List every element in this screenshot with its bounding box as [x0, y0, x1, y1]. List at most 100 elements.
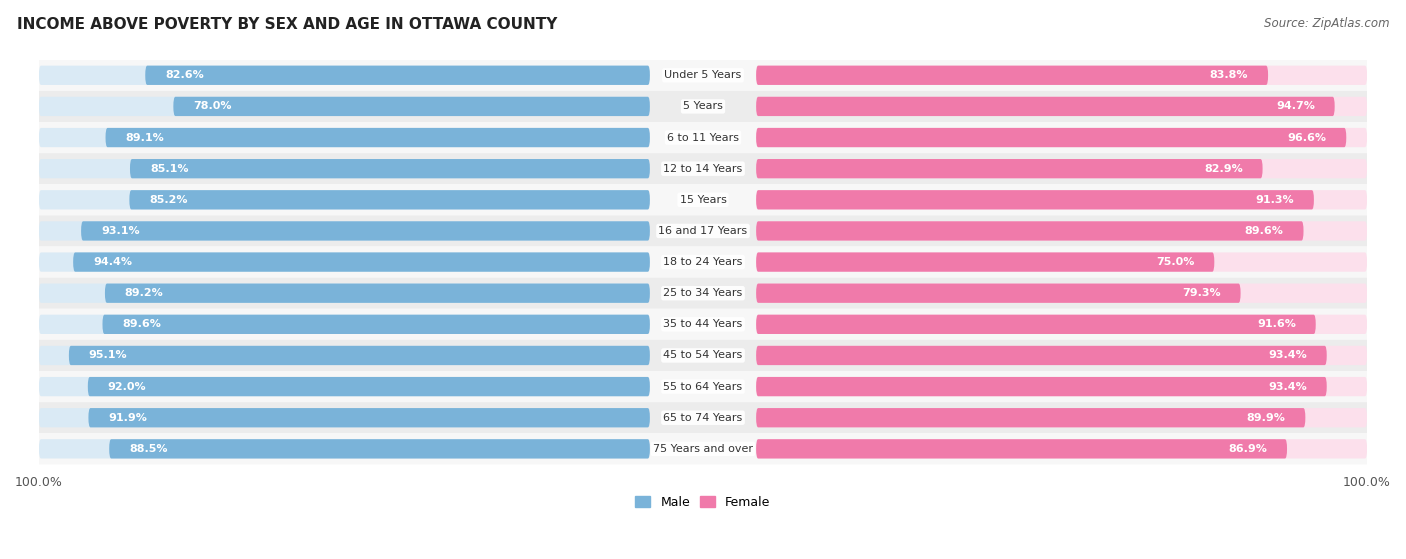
FancyBboxPatch shape — [756, 346, 1327, 365]
Text: INCOME ABOVE POVERTY BY SEX AND AGE IN OTTAWA COUNTY: INCOME ABOVE POVERTY BY SEX AND AGE IN O… — [17, 17, 557, 32]
Text: 85.1%: 85.1% — [150, 164, 188, 174]
FancyBboxPatch shape — [89, 408, 650, 428]
FancyBboxPatch shape — [756, 283, 1240, 303]
Text: 75 Years and over: 75 Years and over — [652, 444, 754, 454]
FancyBboxPatch shape — [87, 377, 650, 396]
FancyBboxPatch shape — [103, 315, 650, 334]
Text: 89.1%: 89.1% — [125, 132, 165, 143]
FancyBboxPatch shape — [39, 215, 1367, 247]
FancyBboxPatch shape — [756, 97, 1367, 116]
FancyBboxPatch shape — [110, 439, 650, 458]
Text: 91.6%: 91.6% — [1257, 319, 1296, 329]
FancyBboxPatch shape — [39, 283, 650, 303]
Text: Under 5 Years: Under 5 Years — [665, 70, 741, 80]
FancyBboxPatch shape — [129, 159, 650, 178]
FancyBboxPatch shape — [39, 340, 1367, 371]
FancyBboxPatch shape — [129, 190, 650, 210]
FancyBboxPatch shape — [756, 408, 1305, 428]
FancyBboxPatch shape — [39, 221, 650, 240]
FancyBboxPatch shape — [173, 97, 650, 116]
Text: 94.7%: 94.7% — [1275, 101, 1315, 111]
Text: 89.6%: 89.6% — [122, 319, 162, 329]
FancyBboxPatch shape — [39, 153, 1367, 184]
FancyBboxPatch shape — [69, 346, 650, 365]
FancyBboxPatch shape — [756, 346, 1367, 365]
FancyBboxPatch shape — [756, 283, 1367, 303]
Text: 96.6%: 96.6% — [1288, 132, 1326, 143]
Text: 93.4%: 93.4% — [1268, 382, 1306, 392]
FancyBboxPatch shape — [39, 97, 650, 116]
Text: 15 Years: 15 Years — [679, 195, 727, 205]
FancyBboxPatch shape — [39, 253, 650, 272]
FancyBboxPatch shape — [82, 221, 650, 240]
FancyBboxPatch shape — [39, 122, 1367, 153]
FancyBboxPatch shape — [39, 190, 650, 210]
Text: 12 to 14 Years: 12 to 14 Years — [664, 164, 742, 174]
FancyBboxPatch shape — [756, 253, 1367, 272]
FancyBboxPatch shape — [756, 439, 1286, 458]
Text: 89.2%: 89.2% — [125, 288, 163, 298]
FancyBboxPatch shape — [39, 278, 1367, 309]
Text: 93.4%: 93.4% — [1268, 350, 1306, 361]
Text: 89.9%: 89.9% — [1247, 413, 1285, 423]
FancyBboxPatch shape — [756, 97, 1334, 116]
FancyBboxPatch shape — [756, 159, 1367, 178]
Text: 92.0%: 92.0% — [108, 382, 146, 392]
Text: 65 to 74 Years: 65 to 74 Years — [664, 413, 742, 423]
Text: 91.3%: 91.3% — [1256, 195, 1294, 205]
Text: 79.3%: 79.3% — [1182, 288, 1220, 298]
FancyBboxPatch shape — [105, 283, 650, 303]
FancyBboxPatch shape — [39, 439, 650, 458]
Text: Source: ZipAtlas.com: Source: ZipAtlas.com — [1264, 17, 1389, 30]
Text: 91.9%: 91.9% — [108, 413, 148, 423]
FancyBboxPatch shape — [39, 159, 650, 178]
FancyBboxPatch shape — [756, 221, 1303, 240]
FancyBboxPatch shape — [756, 128, 1367, 147]
Text: 18 to 24 Years: 18 to 24 Years — [664, 257, 742, 267]
Text: 6 to 11 Years: 6 to 11 Years — [666, 132, 740, 143]
FancyBboxPatch shape — [756, 377, 1367, 396]
Text: 85.2%: 85.2% — [149, 195, 188, 205]
FancyBboxPatch shape — [756, 159, 1263, 178]
Text: 5 Years: 5 Years — [683, 101, 723, 111]
Text: 94.4%: 94.4% — [93, 257, 132, 267]
FancyBboxPatch shape — [39, 371, 1367, 402]
FancyBboxPatch shape — [73, 253, 650, 272]
Text: 55 to 64 Years: 55 to 64 Years — [664, 382, 742, 392]
FancyBboxPatch shape — [756, 190, 1315, 210]
FancyBboxPatch shape — [756, 439, 1367, 458]
FancyBboxPatch shape — [145, 65, 650, 85]
Text: 82.6%: 82.6% — [165, 70, 204, 80]
FancyBboxPatch shape — [39, 315, 650, 334]
FancyBboxPatch shape — [39, 60, 1367, 91]
FancyBboxPatch shape — [756, 377, 1327, 396]
FancyBboxPatch shape — [39, 184, 1367, 215]
Text: 86.9%: 86.9% — [1229, 444, 1267, 454]
Text: 93.1%: 93.1% — [101, 226, 139, 236]
FancyBboxPatch shape — [756, 65, 1367, 85]
FancyBboxPatch shape — [39, 91, 1367, 122]
FancyBboxPatch shape — [39, 128, 650, 147]
Text: 25 to 34 Years: 25 to 34 Years — [664, 288, 742, 298]
FancyBboxPatch shape — [756, 221, 1367, 240]
FancyBboxPatch shape — [39, 346, 650, 365]
Text: 88.5%: 88.5% — [129, 444, 167, 454]
Text: 83.8%: 83.8% — [1209, 70, 1249, 80]
Text: 89.6%: 89.6% — [1244, 226, 1284, 236]
Text: 78.0%: 78.0% — [193, 101, 232, 111]
FancyBboxPatch shape — [39, 377, 650, 396]
Text: 75.0%: 75.0% — [1156, 257, 1195, 267]
Legend: Male, Female: Male, Female — [630, 491, 776, 514]
FancyBboxPatch shape — [105, 128, 650, 147]
Text: 95.1%: 95.1% — [89, 350, 128, 361]
FancyBboxPatch shape — [39, 247, 1367, 278]
FancyBboxPatch shape — [756, 315, 1367, 334]
Text: 16 and 17 Years: 16 and 17 Years — [658, 226, 748, 236]
FancyBboxPatch shape — [39, 65, 650, 85]
FancyBboxPatch shape — [756, 253, 1215, 272]
FancyBboxPatch shape — [756, 128, 1347, 147]
FancyBboxPatch shape — [756, 65, 1268, 85]
Text: 35 to 44 Years: 35 to 44 Years — [664, 319, 742, 329]
FancyBboxPatch shape — [39, 309, 1367, 340]
FancyBboxPatch shape — [756, 190, 1367, 210]
